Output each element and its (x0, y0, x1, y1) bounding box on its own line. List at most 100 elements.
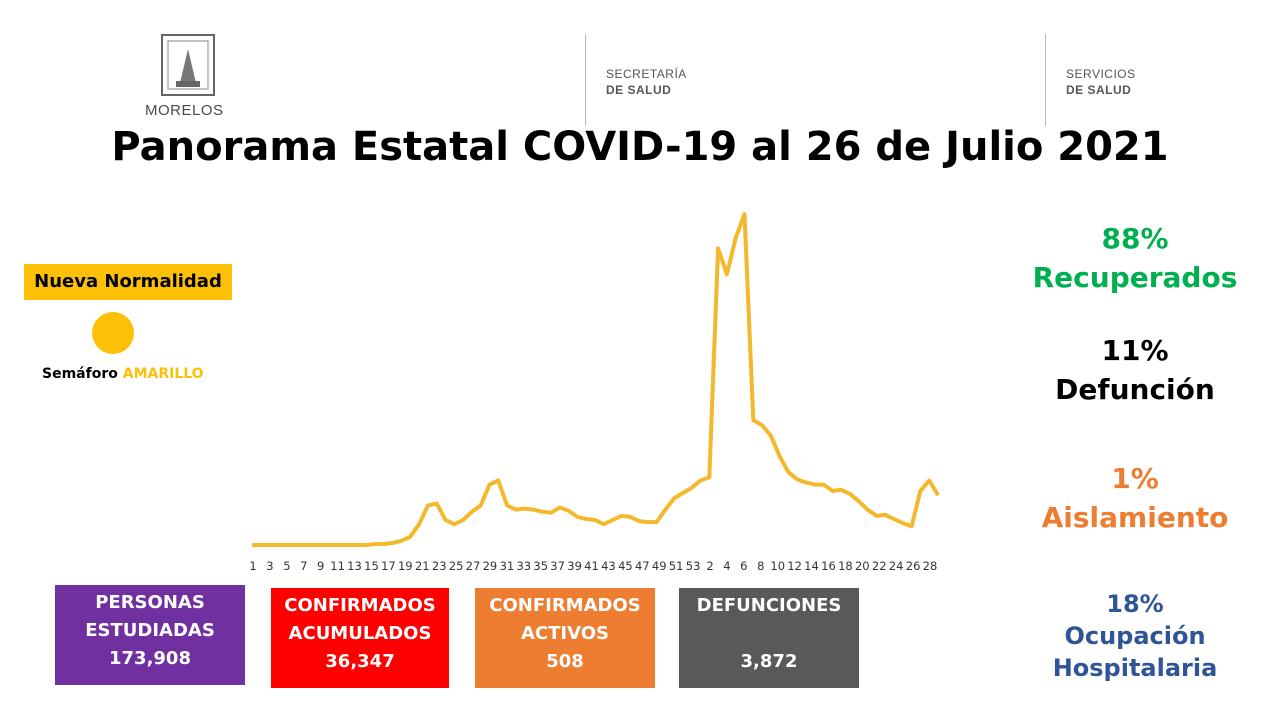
data-point (532, 509, 534, 511)
data-point (445, 519, 446, 521)
x-tick-label: 22 (872, 559, 887, 573)
x-tick-label: 10 (770, 559, 785, 573)
estudiadas-line1: PERSONAS (95, 592, 205, 613)
data-point (576, 516, 578, 518)
x-tick-label: 33 (516, 559, 531, 573)
estudiadas-value: 173,908 (109, 648, 191, 669)
data-point (348, 544, 350, 546)
servicios-de-salud-label: SERVICIOS DE SALUD (1066, 66, 1136, 98)
secretaria-line1: SECRETARÍA (606, 67, 687, 81)
x-tick-label: 47 (635, 559, 650, 573)
data-point (515, 509, 517, 511)
data-point (911, 525, 913, 527)
data-point (497, 480, 499, 481)
stat-defuncion: 11% Defunción (1020, 334, 1250, 406)
data-point (735, 237, 737, 239)
x-tick-label: 13 (347, 559, 362, 573)
data-point (805, 482, 807, 484)
data-point (251, 544, 253, 546)
stat-aislamiento: 1% Aislamiento (1020, 462, 1250, 534)
x-tick-label: 27 (466, 559, 481, 573)
x-tick-label: 9 (317, 559, 324, 573)
x-tick-label: 45 (618, 559, 633, 573)
data-point (277, 544, 279, 546)
defuncion-pct: 11% (1101, 334, 1169, 367)
box-personas-estudiadas: PERSONAS ESTUDIADAS 173,908 (55, 585, 245, 685)
data-point (383, 543, 385, 545)
defuncion-label: Defunción (1055, 373, 1215, 406)
estudiadas-line2: ESTUDIADAS (85, 620, 215, 641)
data-point (928, 480, 930, 481)
data-point (313, 544, 315, 546)
semaforo-color-word: AMARILLO (122, 366, 204, 382)
data-point (717, 247, 719, 249)
defunciones-line1: DEFUNCIONES (696, 595, 842, 616)
x-tick-label: 41 (584, 559, 599, 573)
data-point (840, 489, 842, 491)
activos-value: 508 (546, 651, 584, 672)
box-confirmados-acumulados: CONFIRMADOS ACUMULADOS 36,347 (271, 588, 449, 688)
data-point (585, 518, 587, 520)
x-tick-label: 15 (364, 559, 379, 573)
x-tick-label: 17 (381, 559, 396, 573)
x-tick-label: 21 (415, 559, 430, 573)
ocupacion-label-2: Hospitalaria (1052, 654, 1218, 682)
chart-plot-area (251, 212, 940, 547)
data-point (480, 505, 482, 506)
data-point (902, 522, 904, 524)
data-point (453, 523, 455, 525)
x-tick-label: 4 (723, 559, 730, 573)
recuperados-label: Recuperados (1032, 261, 1238, 294)
data-point (524, 508, 526, 510)
x-tick-label: 19 (398, 559, 413, 573)
data-point (295, 544, 297, 546)
data-point (744, 213, 745, 215)
x-tick-label: 6 (740, 559, 747, 573)
data-point (260, 544, 262, 546)
data-point (673, 497, 675, 499)
x-tick-label: 1 (249, 559, 256, 573)
phase-badge: Nueva Normalidad (24, 264, 232, 300)
x-tick-label: 18 (838, 559, 853, 573)
data-point (436, 502, 438, 504)
aislamiento-label: Aislamiento (1041, 501, 1229, 534)
data-point (664, 509, 666, 511)
data-point (471, 511, 473, 513)
acumulados-line2: ACUMULADOS (288, 623, 432, 644)
x-tick-label: 26 (906, 559, 921, 573)
data-point (884, 514, 886, 516)
box-confirmados-activos: CONFIRMADOS ACTIVOS 508 (475, 588, 655, 688)
data-point (752, 419, 754, 421)
data-point (770, 435, 772, 437)
data-point (286, 544, 288, 546)
data-point (779, 456, 781, 457)
page-title: Panorama Estatal COVID-19 al 26 de Julio… (111, 124, 1169, 170)
data-point (357, 544, 358, 546)
data-point (700, 480, 701, 481)
x-tick-label: 8 (757, 559, 764, 573)
secretaria-de-salud-label: SECRETARÍA DE SALUD (606, 66, 687, 98)
aislamiento-pct: 1% (1111, 462, 1159, 495)
servicios-line2: DE SALUD (1066, 83, 1132, 97)
data-point (858, 500, 860, 502)
data-point (937, 494, 939, 496)
data-point (875, 515, 877, 517)
x-tick-label: 14 (804, 559, 819, 573)
semaforo-label: Semáforo AMARILLO (42, 366, 204, 382)
morelos-coat-of-arms-icon (161, 34, 215, 96)
data-point (304, 544, 306, 546)
x-tick-label: 28 (923, 559, 938, 573)
chart-x-axis-ticks: 1 3 5 7 9 11 13 15 17 19 21 23 25 27 29 31 33 35 37 39 41 43 4… (249, 559, 937, 573)
data-point (365, 544, 367, 546)
x-tick-label: 29 (483, 559, 498, 573)
stat-recuperados: 88% Recuperados (1020, 222, 1250, 294)
activos-line1: CONFIRMADOS (489, 595, 641, 616)
x-tick-label: 53 (686, 559, 701, 573)
data-point (550, 512, 552, 514)
x-tick-label: 11 (330, 559, 345, 573)
data-point (559, 507, 561, 508)
acumulados-line1: CONFIRMADOS (284, 595, 436, 616)
data-point (418, 523, 420, 525)
data-point (823, 484, 825, 486)
ocupacion-pct: 18% (1106, 590, 1164, 618)
